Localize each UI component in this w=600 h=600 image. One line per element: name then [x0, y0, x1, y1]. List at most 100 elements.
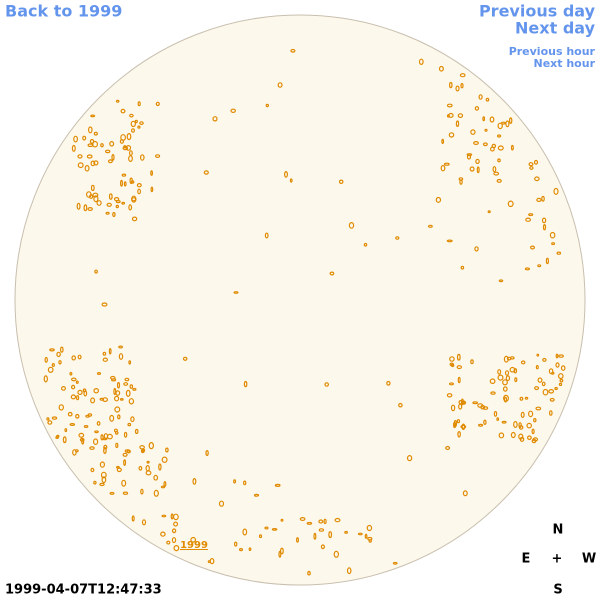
speck: [328, 531, 333, 539]
speck: [363, 242, 368, 247]
next-day-link[interactable]: Next day: [515, 19, 596, 38]
speck: [510, 431, 516, 439]
speck: [446, 393, 453, 398]
speck: [497, 374, 504, 381]
speck: [108, 347, 112, 355]
speck: [60, 386, 66, 391]
speck: [542, 388, 549, 396]
speck: [118, 353, 124, 360]
speck: [498, 432, 505, 439]
speck: [129, 113, 134, 118]
speck: [461, 400, 467, 405]
speck: [364, 533, 368, 539]
disc-label[interactable]: 1999: [180, 540, 208, 551]
speck: [106, 202, 112, 207]
speck: [542, 357, 547, 362]
speck: [171, 528, 177, 534]
speck: [493, 411, 498, 417]
speck: [502, 386, 508, 392]
speck: [96, 200, 102, 206]
speck: [93, 480, 97, 485]
speck: [457, 430, 461, 438]
speck: [172, 513, 179, 521]
speck: [88, 194, 94, 199]
speck: [89, 138, 95, 144]
speck: [109, 491, 115, 495]
previous-hour-link[interactable]: Previous hour: [509, 45, 596, 58]
speck: [71, 355, 77, 361]
speck: [549, 231, 556, 239]
speck: [56, 351, 61, 358]
speck: [524, 267, 531, 271]
speck: [77, 162, 84, 169]
speck: [203, 170, 209, 175]
speck: [75, 380, 79, 384]
previous-day-link[interactable]: Previous day: [479, 2, 596, 21]
speck: [43, 375, 49, 383]
speck: [218, 500, 225, 507]
speck: [93, 195, 99, 203]
speck: [418, 58, 424, 66]
speck: [489, 378, 496, 385]
speck: [529, 166, 534, 170]
speck: [131, 195, 137, 203]
speck: [93, 160, 99, 166]
speck: [153, 489, 159, 497]
speck: [299, 516, 306, 521]
speck: [150, 170, 154, 176]
back-link[interactable]: Back to 1999: [5, 2, 122, 21]
speck: [264, 232, 269, 239]
speck: [509, 117, 513, 124]
speck: [88, 126, 93, 134]
speck: [534, 386, 540, 391]
speck: [318, 528, 325, 532]
speck: [449, 356, 455, 362]
speck: [58, 404, 65, 411]
speck: [518, 422, 522, 429]
speck: [548, 388, 555, 394]
speck: [271, 528, 278, 531]
speck: [455, 85, 460, 92]
speck: [158, 463, 162, 471]
speck: [527, 435, 532, 441]
speck: [71, 377, 77, 382]
speck: [110, 378, 117, 382]
speck: [173, 544, 180, 552]
speck: [76, 202, 81, 210]
speck: [537, 377, 543, 383]
speck: [559, 378, 564, 383]
speck: [445, 445, 451, 451]
speck: [443, 162, 450, 166]
speck: [84, 165, 90, 172]
speck: [70, 394, 77, 400]
speck: [136, 182, 142, 188]
speck: [490, 146, 495, 152]
speck: [497, 369, 502, 375]
speck: [115, 99, 120, 103]
speck: [496, 417, 500, 422]
speck: [320, 544, 325, 550]
speck: [489, 116, 495, 123]
speck: [507, 200, 514, 208]
compass-center: +: [552, 552, 563, 567]
next-hour-link[interactable]: Next hour: [534, 57, 596, 70]
speck: [459, 73, 466, 78]
speck: [173, 521, 179, 527]
speck: [75, 395, 80, 401]
speck: [243, 380, 248, 388]
speck: [497, 122, 503, 130]
speck: [485, 97, 490, 102]
speck: [392, 561, 398, 565]
speck: [155, 154, 161, 159]
speck: [348, 221, 355, 229]
speck: [132, 387, 137, 391]
speck: [513, 421, 518, 429]
speck: [541, 217, 547, 224]
speck: [93, 131, 98, 136]
compass-east: E: [522, 552, 531, 567]
speck: [497, 134, 502, 138]
speck: [90, 184, 95, 192]
speck: [103, 447, 107, 455]
speck: [233, 479, 237, 484]
speck: [346, 567, 352, 575]
